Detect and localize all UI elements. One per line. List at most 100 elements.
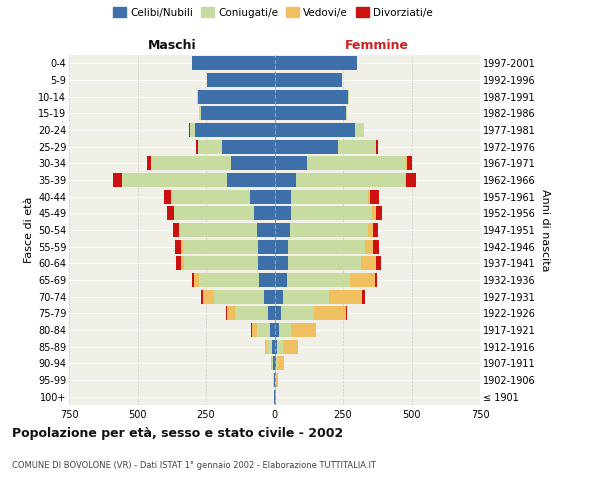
Bar <box>275 240 288 254</box>
Bar <box>257 323 271 337</box>
Bar <box>372 206 376 220</box>
Y-axis label: Anni di nascita: Anni di nascita <box>540 188 550 271</box>
Bar <box>167 206 173 220</box>
Bar <box>183 240 258 254</box>
Bar <box>373 240 379 254</box>
Bar <box>272 340 275 354</box>
Bar <box>376 256 382 270</box>
Bar <box>281 306 314 320</box>
Bar <box>272 356 274 370</box>
Text: Popolazione per età, sesso e stato civile - 2002: Popolazione per età, sesso e stato civil… <box>12 428 343 440</box>
Bar <box>198 90 275 104</box>
Bar <box>208 73 275 87</box>
Bar <box>268 306 275 320</box>
Bar <box>291 323 316 337</box>
Bar <box>275 323 278 337</box>
Bar <box>274 356 275 370</box>
Bar <box>277 340 283 354</box>
Bar <box>404 173 406 187</box>
Bar <box>258 240 275 254</box>
Bar <box>196 140 198 154</box>
Bar <box>368 223 373 237</box>
Bar <box>275 223 290 237</box>
Bar <box>203 290 214 304</box>
Bar <box>214 290 263 304</box>
Bar <box>290 223 368 237</box>
Bar <box>258 256 275 270</box>
Bar <box>276 373 278 387</box>
Bar <box>275 273 287 287</box>
Bar <box>198 140 223 154</box>
Bar <box>200 106 275 120</box>
Bar <box>361 256 376 270</box>
Bar <box>181 240 183 254</box>
Bar <box>276 356 278 370</box>
Bar <box>176 256 181 270</box>
Bar <box>275 190 291 204</box>
Bar <box>275 356 276 370</box>
Bar <box>194 273 199 287</box>
Bar <box>227 173 275 187</box>
Bar <box>193 56 275 70</box>
Bar <box>373 223 378 237</box>
Bar <box>275 156 307 170</box>
Bar <box>376 140 377 154</box>
Bar <box>164 190 171 204</box>
Bar <box>180 223 257 237</box>
Bar <box>259 273 275 287</box>
Bar <box>368 190 370 204</box>
Bar <box>147 156 151 170</box>
Bar <box>271 323 275 337</box>
Bar <box>376 206 382 220</box>
Bar <box>254 206 275 220</box>
Bar <box>195 123 275 137</box>
Bar <box>274 373 275 387</box>
Bar <box>252 323 257 337</box>
Bar <box>355 123 364 137</box>
Bar <box>287 273 350 287</box>
Bar <box>278 323 291 337</box>
Bar <box>346 306 347 320</box>
Bar <box>179 223 180 237</box>
Bar <box>288 240 365 254</box>
Bar <box>223 140 275 154</box>
Bar <box>278 356 284 370</box>
Bar <box>181 256 184 270</box>
Bar <box>275 90 349 104</box>
Bar <box>193 273 194 287</box>
Bar <box>275 373 276 387</box>
Bar <box>265 340 268 354</box>
Bar <box>283 290 329 304</box>
Bar <box>362 290 365 304</box>
Bar <box>275 306 281 320</box>
Bar <box>283 340 298 354</box>
Bar <box>235 306 268 320</box>
Bar <box>268 340 272 354</box>
Bar <box>230 156 275 170</box>
Bar <box>314 306 346 320</box>
Bar <box>307 156 406 170</box>
Bar <box>291 190 368 204</box>
Bar <box>113 173 122 187</box>
Bar <box>406 173 416 187</box>
Bar <box>271 356 272 370</box>
Bar <box>275 56 356 70</box>
Text: Femmine: Femmine <box>345 38 409 52</box>
Text: Maschi: Maschi <box>148 38 196 52</box>
Bar <box>374 273 377 287</box>
Bar <box>263 290 275 304</box>
Bar <box>275 256 288 270</box>
Y-axis label: Fasce di età: Fasce di età <box>23 197 34 263</box>
Bar <box>184 256 258 270</box>
Bar <box>338 140 376 154</box>
Bar <box>370 190 379 204</box>
Bar <box>199 273 259 287</box>
Bar <box>275 340 277 354</box>
Bar <box>122 173 227 187</box>
Bar <box>350 273 374 287</box>
Bar <box>275 290 283 304</box>
Bar <box>275 173 296 187</box>
Bar <box>226 306 227 320</box>
Bar <box>250 190 275 204</box>
Bar <box>173 223 179 237</box>
